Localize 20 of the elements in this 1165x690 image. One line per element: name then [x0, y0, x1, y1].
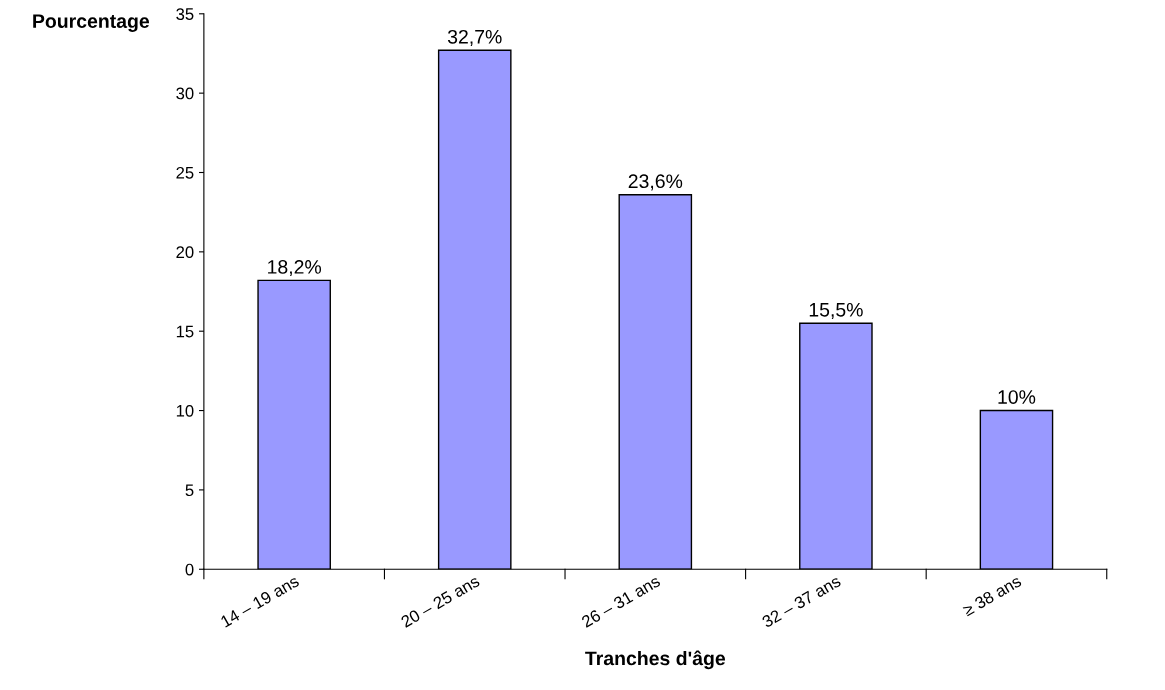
data-label: 15,5%	[809, 302, 863, 319]
y-tick-label: 35	[176, 8, 194, 20]
data-label: 32,7%	[447, 29, 502, 46]
data-label: 10%	[998, 390, 1036, 404]
x-tick-label: ≥ 38 ans	[961, 574, 1023, 617]
y-axis-title: Pourcentage	[33, 14, 150, 32]
x-tick-label: 32 – 37 ans	[761, 574, 842, 628]
x-tick-label: 14 – 19 ans	[220, 574, 300, 628]
data-label: 23,6%	[628, 174, 683, 191]
x-tick-label: 26 – 31 ans	[580, 574, 661, 628]
x-axis-title: Tranches d'âge	[585, 650, 726, 670]
y-tick-label: 10	[176, 404, 194, 417]
x-tick-label: 20 – 25 ans	[400, 574, 481, 628]
y-tick-label: 5	[185, 484, 194, 497]
data-label: 18,2%	[268, 260, 322, 277]
y-tick-label: 0	[185, 563, 194, 576]
y-tick-label: 15	[176, 325, 194, 338]
y-tick-label: 20	[176, 246, 194, 259]
y-tick-label: 25	[176, 166, 194, 179]
y-tick-label: 30	[176, 87, 194, 100]
